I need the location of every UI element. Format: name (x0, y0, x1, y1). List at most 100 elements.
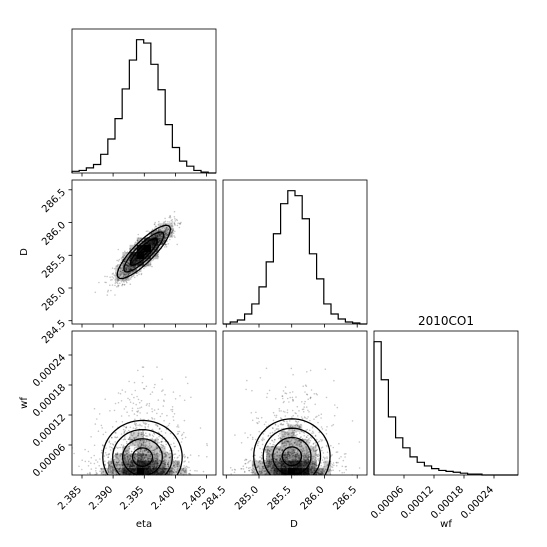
density-cell (122, 252, 130, 260)
sample-point (140, 253, 142, 256)
sample-point (134, 260, 137, 263)
sample-point (125, 266, 128, 268)
sample-point (170, 231, 173, 234)
sample-point (130, 268, 132, 271)
density-cell (287, 453, 295, 461)
sample-point (272, 473, 274, 475)
sample-point (127, 449, 129, 452)
sample-point (258, 430, 261, 433)
sample-point (165, 454, 168, 457)
sample-point (147, 246, 150, 249)
sample-point (125, 252, 127, 254)
sample-point (84, 448, 86, 451)
sample-point (176, 433, 179, 435)
sample-point (139, 407, 141, 409)
sample-point (166, 229, 169, 232)
sample-point (137, 263, 139, 266)
sample-point (266, 396, 268, 399)
sample-point (165, 228, 167, 231)
sample-point (259, 472, 262, 475)
sample-point (177, 426, 180, 428)
sample-point (140, 470, 143, 473)
sample-point (326, 457, 328, 460)
sample-point (165, 245, 168, 248)
sample-point (155, 236, 157, 238)
sample-point (169, 216, 172, 219)
sample-point (116, 453, 119, 456)
sample-point (103, 455, 106, 457)
sample-point (168, 216, 171, 219)
density-cell (295, 424, 303, 432)
sample-point (332, 446, 335, 449)
sample-point (159, 472, 161, 474)
sample-point (318, 459, 320, 462)
sample-point (190, 396, 192, 399)
sample-point (156, 234, 159, 236)
sample-point (166, 234, 168, 237)
sample-point (309, 369, 312, 372)
sample-point (194, 469, 196, 472)
sample-point (156, 366, 158, 368)
sample-point (129, 468, 132, 470)
sample-point (126, 264, 129, 267)
sample-point (151, 244, 153, 246)
sample-point (131, 275, 134, 278)
sample-point (340, 456, 342, 458)
sample-point (156, 245, 158, 247)
sample-point (171, 466, 174, 469)
sample-point (136, 467, 138, 470)
sample-point (148, 402, 151, 405)
sample-point (331, 425, 333, 427)
sample-point (342, 459, 345, 462)
sample-point (175, 463, 177, 465)
sample-point (133, 258, 136, 261)
sample-point (140, 273, 143, 276)
sample-point (134, 472, 137, 474)
sample-point (145, 250, 147, 252)
sample-point (138, 445, 140, 448)
sample-point (284, 411, 286, 413)
sample-point (165, 232, 167, 234)
sample-point (118, 446, 120, 449)
sample-point (174, 224, 176, 226)
sample-point (131, 438, 134, 441)
sample-point (140, 443, 143, 445)
sample-point (135, 257, 137, 259)
sample-point (139, 249, 142, 251)
sample-point (320, 465, 323, 467)
sample-point (167, 465, 170, 468)
sample-point (142, 251, 145, 254)
sample-point (125, 269, 128, 271)
sample-point (314, 452, 317, 455)
sample-point (161, 390, 163, 393)
sample-point (145, 468, 148, 471)
sample-point (123, 430, 126, 433)
sample-point (188, 461, 190, 463)
sample-point (125, 273, 127, 276)
sample-point (162, 221, 165, 224)
sample-point (146, 467, 148, 469)
sample-point (136, 468, 139, 471)
sample-point (153, 240, 156, 243)
sample-point (284, 386, 287, 388)
sample-point (133, 470, 135, 472)
sample-point (132, 443, 134, 445)
sample-point (156, 470, 159, 473)
sample-point (143, 248, 146, 251)
sample-point (269, 432, 272, 435)
sample-point (128, 271, 131, 274)
sample-point (184, 436, 187, 439)
density-cell (122, 446, 130, 454)
sample-point (123, 273, 125, 276)
density-cell (108, 460, 116, 468)
sample-point (163, 231, 166, 233)
sample-point (117, 278, 120, 281)
sample-point (137, 471, 139, 473)
density-cell (165, 467, 173, 475)
sample-point (140, 444, 143, 447)
sample-point (143, 245, 146, 248)
sample-point (130, 450, 133, 453)
sample-point (206, 444, 208, 447)
sample-point (130, 265, 133, 268)
sample-point (172, 227, 175, 230)
